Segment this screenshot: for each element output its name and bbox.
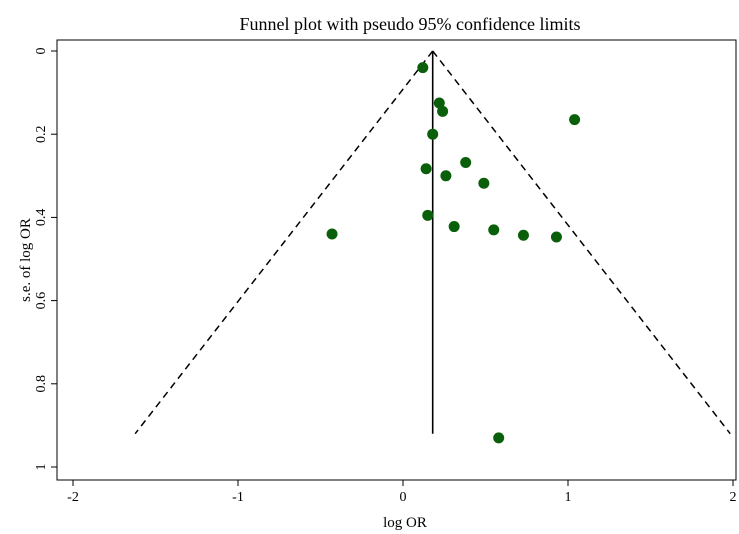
data-points — [326, 62, 581, 444]
chart-title: Funnel plot with pseudo 95% confidence l… — [240, 14, 581, 34]
data-point — [460, 156, 472, 168]
y-axis-label: s.e. of log OR — [18, 218, 34, 302]
data-point — [440, 170, 452, 182]
data-point — [517, 229, 529, 241]
y-tick-label: 0.8 — [34, 375, 49, 393]
y-tick-label: 0.2 — [34, 125, 49, 143]
x-tick-label: 2 — [730, 490, 737, 505]
data-point — [493, 432, 505, 444]
data-point — [448, 221, 460, 233]
y-tick-label: 1 — [34, 464, 49, 471]
plot-frame — [56, 39, 737, 481]
data-point — [427, 128, 439, 140]
upper-confidence-limit-line — [432, 50, 731, 435]
data-point — [569, 114, 581, 126]
data-point — [422, 209, 434, 221]
data-point — [433, 97, 445, 109]
data-point — [437, 105, 449, 117]
data-point — [550, 231, 562, 243]
data-point — [478, 177, 490, 189]
lower-confidence-limit-line — [134, 50, 434, 435]
x-tick-label: -1 — [232, 490, 244, 505]
data-point — [420, 163, 432, 175]
y-axis: 0 0.2 0.4 0.6 0.8 1 — [34, 48, 57, 471]
funnel-lines — [134, 50, 731, 435]
x-axis-label: log OR — [383, 515, 427, 531]
data-point — [488, 224, 500, 236]
x-tick-label: 0 — [400, 490, 407, 505]
y-tick-label: 0.4 — [34, 209, 49, 227]
data-point — [417, 62, 429, 74]
y-tick-label: 0.6 — [34, 292, 49, 310]
x-tick-label: 1 — [565, 490, 572, 505]
data-point — [326, 228, 338, 240]
x-tick-label: -2 — [67, 490, 79, 505]
x-axis: -2 -1 0 1 2 — [67, 480, 737, 505]
y-tick-label: 0 — [34, 48, 49, 55]
